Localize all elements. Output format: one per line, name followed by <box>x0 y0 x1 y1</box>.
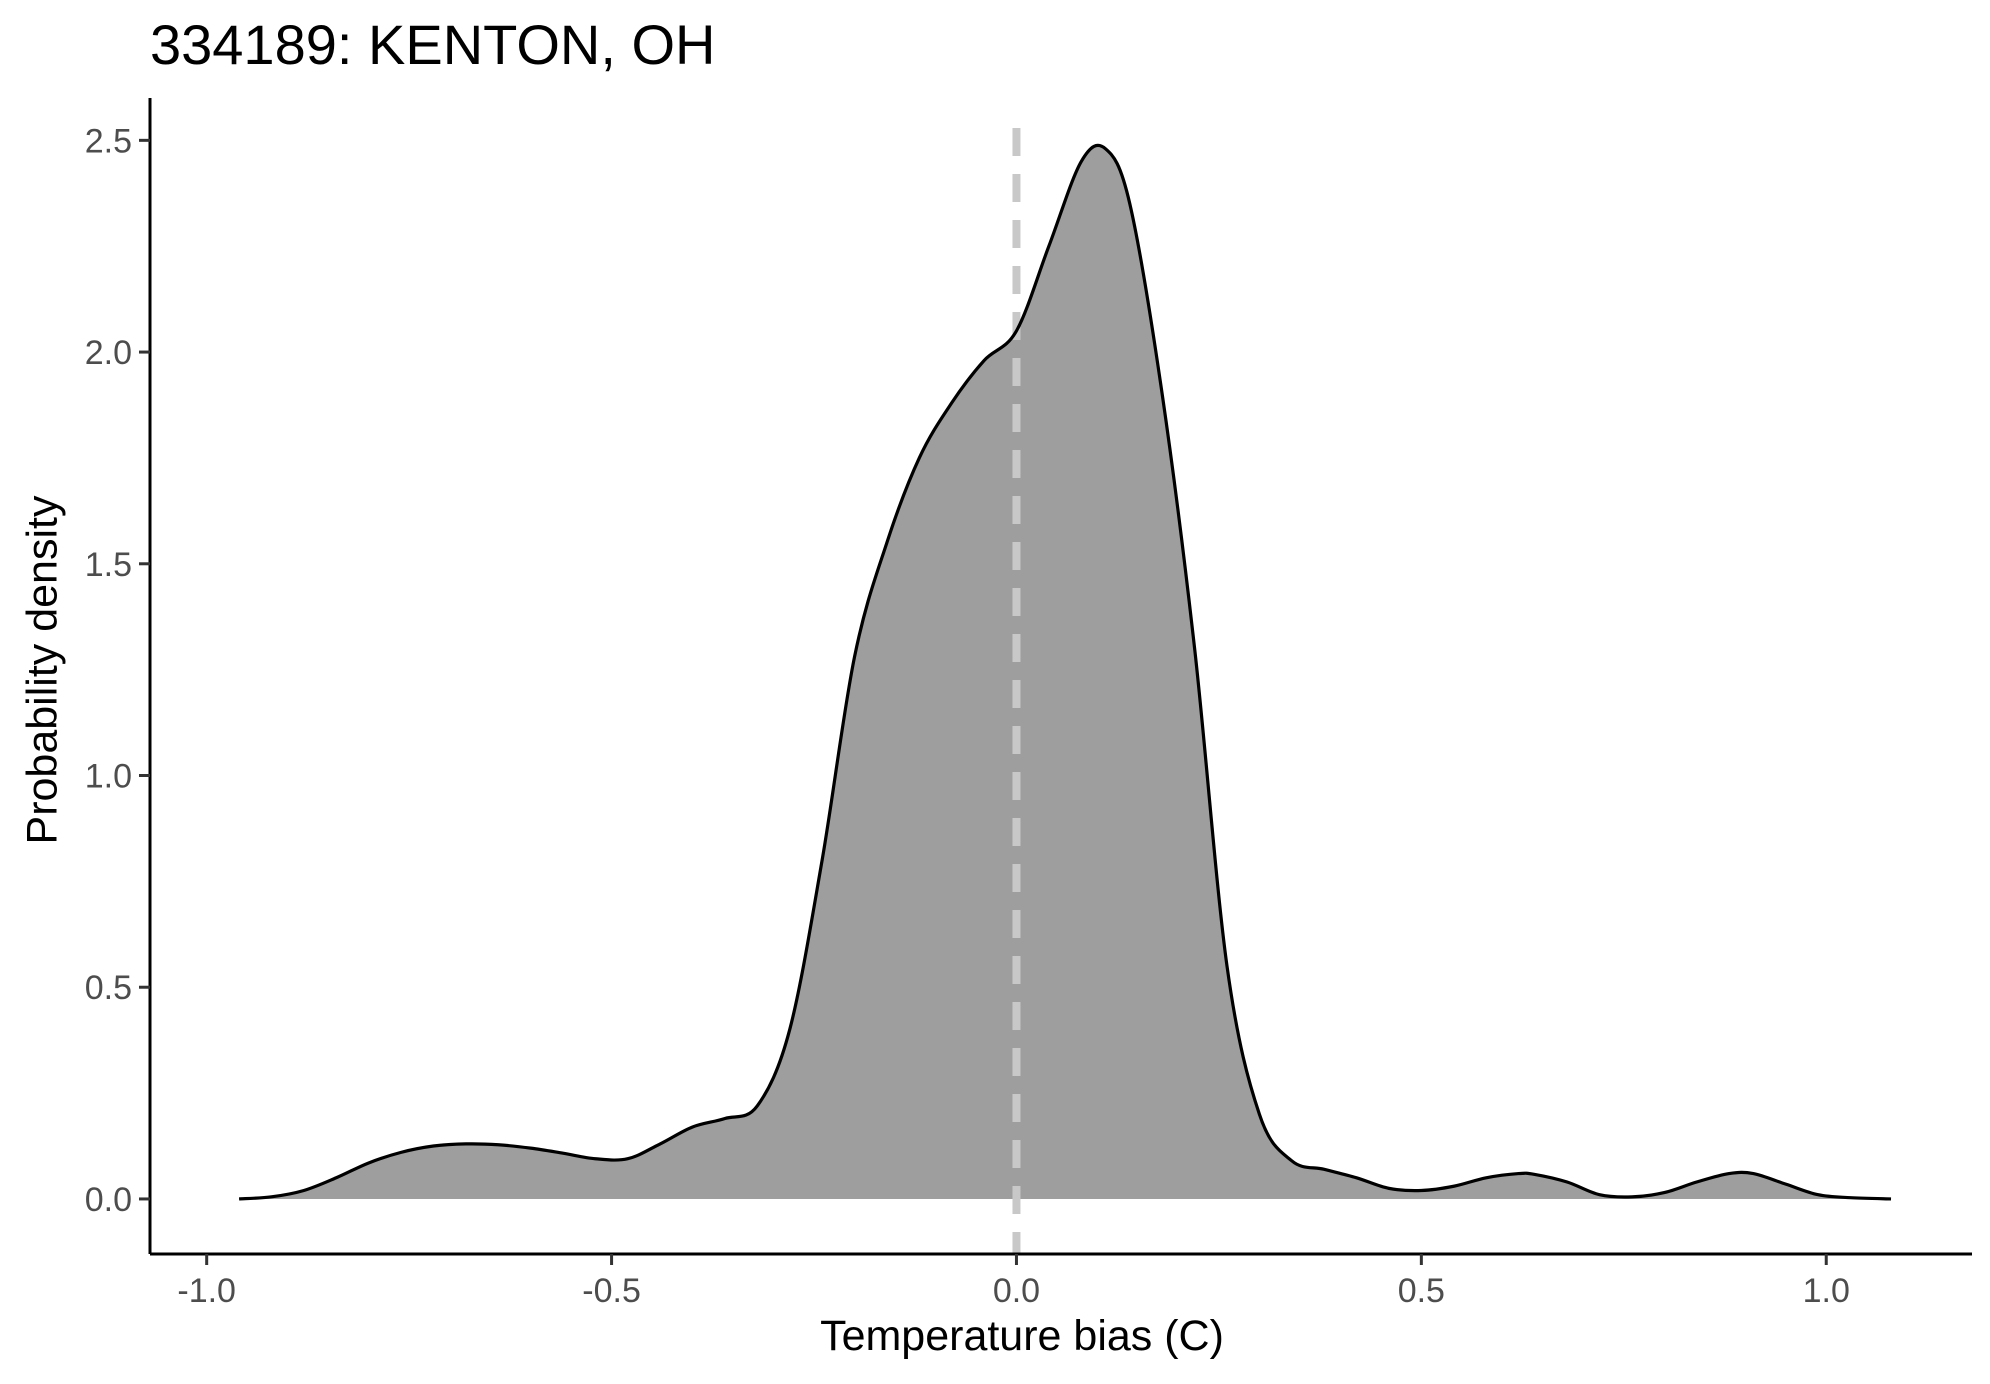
x-axis-label: Temperature bias (C) <box>820 1312 1224 1360</box>
x-tick-label: 0.5 <box>1398 1272 1445 1310</box>
y-tick-label: 1.5 <box>85 546 132 584</box>
density-area <box>239 145 1892 1199</box>
x-tick-label: 1.0 <box>1803 1272 1850 1310</box>
ticks-layer: -1.0 -0.5 0.0 0.5 1.0 0.0 0.5 1.0 1.5 2.0 2.5 <box>85 122 1850 1310</box>
density-curve <box>238 143 1892 1201</box>
y-tick-label: 2.0 <box>85 334 132 372</box>
plot-layer <box>238 128 1892 1254</box>
y-axis-label: Probability density <box>18 495 67 845</box>
y-tick-label: 0.0 <box>85 1181 132 1219</box>
y-tick-label: 0.5 <box>85 969 132 1007</box>
chart-title: 334189: KENTON, OH <box>150 13 716 76</box>
x-tick-label: -0.5 <box>582 1272 641 1310</box>
y-tick-label: 1.0 <box>85 758 132 796</box>
x-tick-label: -1.0 <box>177 1272 236 1310</box>
axes-layer <box>148 98 1972 1256</box>
y-tick-label: 2.5 <box>85 122 132 160</box>
x-tick-label: 0.0 <box>993 1272 1040 1310</box>
